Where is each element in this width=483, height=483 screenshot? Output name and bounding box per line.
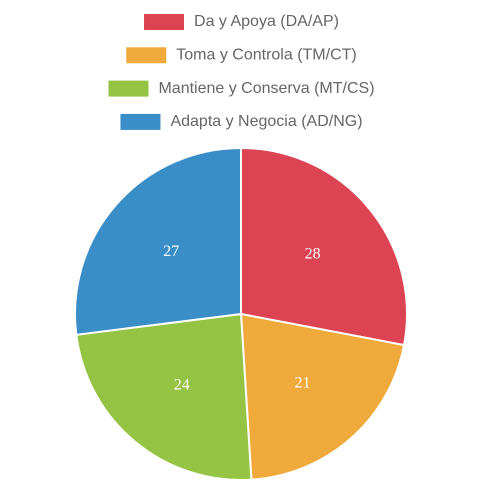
legend-item: Da y Apoya (DA/AP) xyxy=(144,13,339,30)
legend-item: Adapta y Negocia (AD/NG) xyxy=(120,113,363,130)
legend-swatch xyxy=(120,113,161,130)
pie-slice xyxy=(74,146,242,336)
legend-swatch xyxy=(126,47,167,64)
pie-slice xyxy=(240,146,408,347)
legend-label: Da y Apoya (DA/AP) xyxy=(194,13,339,30)
legend-label: Toma y Controla (TM/CT) xyxy=(176,47,356,64)
data-label: 27 xyxy=(163,243,179,260)
legend-swatch xyxy=(144,14,185,30)
data-label: 21 xyxy=(294,374,310,391)
legend-label: Mantiene y Conserva (MT/CS) xyxy=(158,80,374,97)
pie-slice xyxy=(75,312,253,481)
legend-swatch xyxy=(108,80,149,97)
legend-item: Toma y Controla (TM/CT) xyxy=(126,47,357,64)
pie-slice xyxy=(239,312,406,481)
data-label: 28 xyxy=(305,245,321,262)
data-label: 24 xyxy=(174,376,190,393)
legend-label: Adapta y Negocia (AD/NG) xyxy=(170,113,362,130)
legend-item: Mantiene y Conserva (MT/CS) xyxy=(108,80,375,97)
